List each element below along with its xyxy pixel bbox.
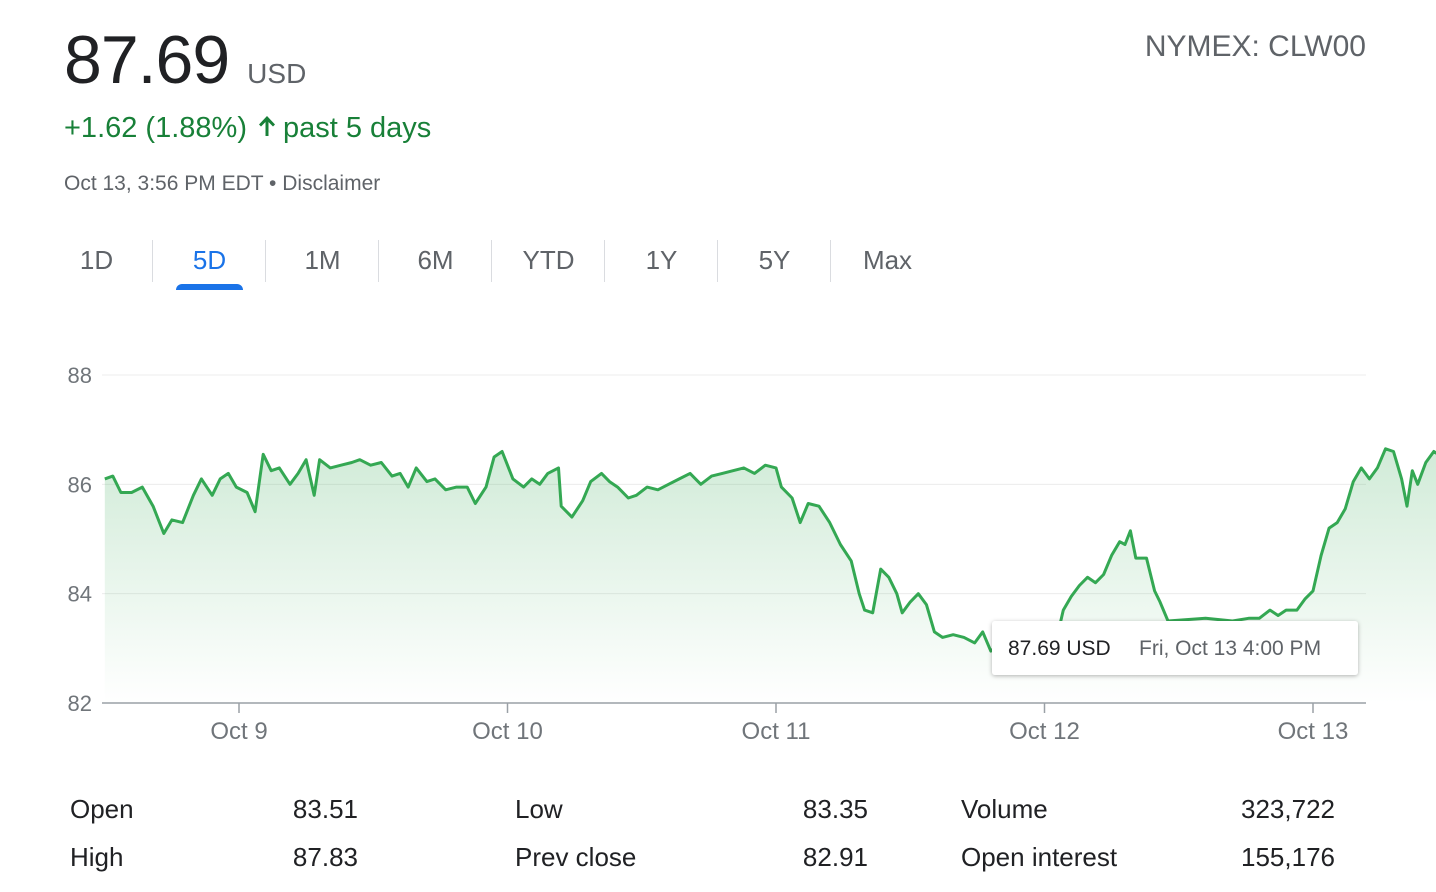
tab-label: YTD: [522, 245, 575, 275]
tab-max[interactable]: Max: [831, 234, 944, 290]
stat-label-high: High: [70, 842, 124, 872]
stat-label-volume: Volume: [961, 794, 1048, 824]
y-axis: 82 84 86 88: [68, 363, 92, 716]
stat-value-open: 83.51: [292, 794, 358, 824]
change-value: +1.62 (1.88%): [64, 112, 247, 144]
stat-value-high: 87.83: [292, 842, 358, 872]
tab-label: 1M: [304, 245, 341, 275]
x-tick-label: Oct 9: [210, 718, 267, 745]
disclaimer-link[interactable]: Disclaimer: [282, 172, 381, 195]
active-tab-indicator: [176, 284, 243, 290]
tab-label: Max: [862, 245, 913, 275]
change-period: past 5 days: [282, 112, 432, 144]
tab-1m[interactable]: 1M: [266, 234, 379, 290]
stat-label-prev-close: Prev close: [515, 842, 637, 872]
current-price: 87.69: [64, 22, 230, 98]
y-tick-label: 86: [68, 472, 92, 497]
x-tick-label: Oct 12: [1009, 718, 1080, 745]
stat-label-open-interest: Open interest: [961, 842, 1118, 872]
stat-label-low: Low: [515, 794, 563, 824]
quote-timestamp: Oct 13, 3:56 PM EDT: [64, 172, 264, 195]
y-tick-label: 88: [68, 363, 92, 388]
tab-1d[interactable]: 1D: [40, 234, 153, 290]
price-line: [104, 447, 1436, 658]
price-change: +1.62 (1.88%) past 5 days: [64, 112, 431, 145]
exchange-symbol: NYMEX: CLW00: [1144, 30, 1366, 63]
y-tick-label: 82: [68, 691, 92, 716]
currency-label: USD: [247, 58, 307, 89]
tab-label: 5Y: [758, 245, 791, 275]
price-header: 87.69 USD: [64, 24, 306, 96]
timestamp-line: Oct 13, 3:56 PM EDT • Disclaimer: [64, 172, 380, 196]
arrow-up-icon: [257, 112, 277, 145]
price-tooltip: 87.69 USD Fri, Oct 13 4:00 PM: [992, 621, 1358, 675]
separator-dot: •: [269, 172, 283, 195]
tab-ytd[interactable]: YTD: [492, 234, 605, 290]
range-tabs: 1D 5D 1M 6M YTD 1Y 5Y Max: [40, 234, 944, 290]
x-tick-label: Oct 10: [472, 718, 543, 745]
x-tick-label: Oct 13: [1278, 718, 1349, 745]
tab-label: 1Y: [645, 245, 678, 275]
stat-label-open: Open: [70, 794, 134, 824]
tab-5d[interactable]: 5D: [153, 234, 266, 290]
x-tick-label: Oct 11: [742, 718, 811, 745]
y-tick-label: 84: [68, 582, 92, 607]
tab-label: 5D: [192, 245, 227, 275]
x-axis: Oct 9 Oct 10 Oct 11 Oct 12 Oct 13: [210, 703, 1348, 745]
stat-value-low: 83.35: [802, 794, 868, 824]
price-chart[interactable]: 82 84 86 88 Oct 9 Oct 10 Oct 11 Oct 12 Oct 13 8…: [0, 340, 1436, 760]
tab-1y[interactable]: 1Y: [605, 234, 718, 290]
tooltip-box: [992, 621, 1358, 675]
stat-value-open-interest: 155,176: [1241, 842, 1335, 872]
tab-label: 1D: [79, 245, 114, 275]
tooltip-time: Fri, Oct 13 4:00 PM: [1139, 637, 1321, 660]
tooltip-value: 87.69 USD: [1008, 637, 1111, 660]
stat-value-volume: 323,722: [1241, 794, 1335, 824]
tab-5y[interactable]: 5Y: [718, 234, 831, 290]
tab-label: 6M: [417, 245, 454, 275]
tab-6m[interactable]: 6M: [379, 234, 492, 290]
stat-value-prev-close: 82.91: [802, 842, 868, 872]
